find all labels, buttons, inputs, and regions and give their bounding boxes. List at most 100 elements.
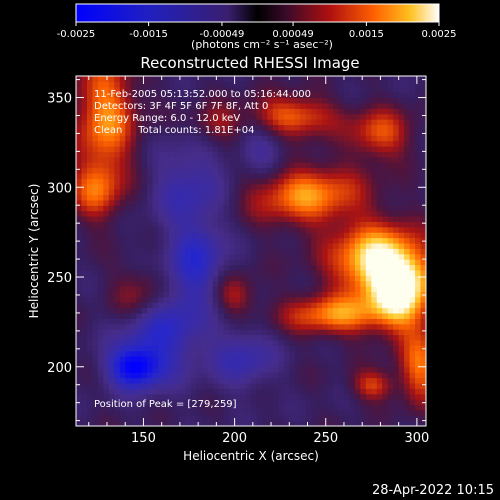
heatmap-cell <box>333 420 340 426</box>
heatmap-cell <box>382 334 389 341</box>
heatmap-cell <box>256 345 263 352</box>
heatmap-cell <box>92 102 99 109</box>
heatmap-cell <box>251 135 258 142</box>
heatmap-cell <box>201 361 208 368</box>
heatmap-cell <box>387 382 394 389</box>
heatmap-cell <box>283 361 290 368</box>
heatmap-cell <box>103 135 110 142</box>
heatmap-cell <box>108 253 115 260</box>
heatmap-cell <box>196 237 203 244</box>
heatmap-cell <box>125 329 132 336</box>
heatmap-cell <box>354 108 361 115</box>
heatmap-cell <box>283 382 290 389</box>
heatmap-cell <box>141 399 148 406</box>
heatmap-cell <box>207 129 214 136</box>
heatmap-cell <box>212 339 219 346</box>
heatmap-cell <box>245 323 252 330</box>
heatmap-cell <box>179 377 186 384</box>
heatmap-cell <box>245 146 252 152</box>
heatmap-cell <box>81 221 88 228</box>
heatmap-cell <box>371 286 378 292</box>
heatmap-cell <box>404 356 411 362</box>
heatmap-cell <box>141 296 148 303</box>
heatmap-cell <box>398 275 405 282</box>
heatmap-cell <box>349 329 356 336</box>
heatmap-cell <box>147 377 154 384</box>
heatmap-cell <box>283 296 290 303</box>
heatmap-cell <box>190 97 197 104</box>
heatmap-cell <box>86 113 94 120</box>
heatmap-cell <box>343 382 351 389</box>
heatmap-cell <box>125 388 132 395</box>
heatmap-cell <box>300 92 307 99</box>
heatmap-cell <box>360 415 367 422</box>
heatmap-cell <box>415 275 422 282</box>
heatmap-cell <box>158 183 165 190</box>
heatmap-cell <box>316 189 323 196</box>
heatmap-cell <box>294 97 301 104</box>
heatmap-cell <box>103 372 110 379</box>
heatmap-cell <box>218 415 225 422</box>
heatmap-cell <box>130 216 137 222</box>
heatmap-cell <box>398 194 405 201</box>
heatmap-cell <box>360 124 367 131</box>
heatmap-cell <box>376 113 383 120</box>
heatmap-cell <box>256 296 263 303</box>
heatmap-cell <box>322 92 329 99</box>
heatmap-cell <box>322 329 329 336</box>
heatmap-cell <box>218 420 225 426</box>
heatmap-cell <box>212 97 219 104</box>
heatmap-cell <box>267 399 274 406</box>
heatmap-cell <box>125 81 132 88</box>
heatmap-cell <box>272 248 279 255</box>
heatmap-cell <box>283 151 290 158</box>
heatmap-cell <box>163 409 170 416</box>
heatmap-cell <box>234 350 241 357</box>
heatmap-cell <box>201 205 208 212</box>
heatmap-cell <box>76 420 83 426</box>
heatmap-cell <box>316 76 323 82</box>
heatmap-cell <box>393 226 400 233</box>
heatmap-cell <box>415 113 422 120</box>
heatmap-cell <box>283 356 290 362</box>
heatmap-cell <box>158 108 165 115</box>
heatmap-cell <box>311 210 318 217</box>
heatmap-cell <box>234 172 241 179</box>
heatmap-cell <box>141 366 148 373</box>
heatmap-cell <box>86 253 94 260</box>
heatmap-cell <box>371 167 378 174</box>
heatmap-cell <box>136 323 143 330</box>
heatmap-cell <box>190 172 197 179</box>
heatmap-cell <box>168 151 176 158</box>
heatmap-cell <box>338 237 345 244</box>
heatmap-cell <box>168 366 176 373</box>
heatmap-cell <box>316 420 323 426</box>
heatmap-cell <box>207 172 214 179</box>
heatmap-cell <box>163 323 170 330</box>
heatmap-cell <box>338 92 345 99</box>
heatmap-cell <box>196 399 203 406</box>
heatmap-cell <box>240 102 247 109</box>
heatmap-cell <box>311 189 318 196</box>
heatmap-cell <box>376 264 383 271</box>
heatmap-cell <box>349 92 356 99</box>
heatmap-cell <box>114 361 121 368</box>
heatmap-cell <box>212 135 219 142</box>
heatmap-cell <box>267 151 274 158</box>
heatmap-cell <box>409 237 416 244</box>
heatmap-cell <box>305 269 312 276</box>
heatmap-cell <box>234 92 241 99</box>
heatmap-cell <box>283 269 290 276</box>
heatmap-cell <box>382 113 389 120</box>
heatmap-cell <box>201 269 208 276</box>
heatmap-cell <box>382 307 389 314</box>
heatmap-cell <box>158 291 165 298</box>
heatmap-cell <box>179 97 186 104</box>
heatmap-cell <box>136 280 143 287</box>
heatmap-cell <box>338 189 345 196</box>
heatmap-cell <box>207 280 214 287</box>
heatmap-cell <box>261 399 269 406</box>
heatmap-cell <box>114 113 121 120</box>
heatmap-cell <box>261 216 269 222</box>
heatmap-cell <box>229 172 236 179</box>
